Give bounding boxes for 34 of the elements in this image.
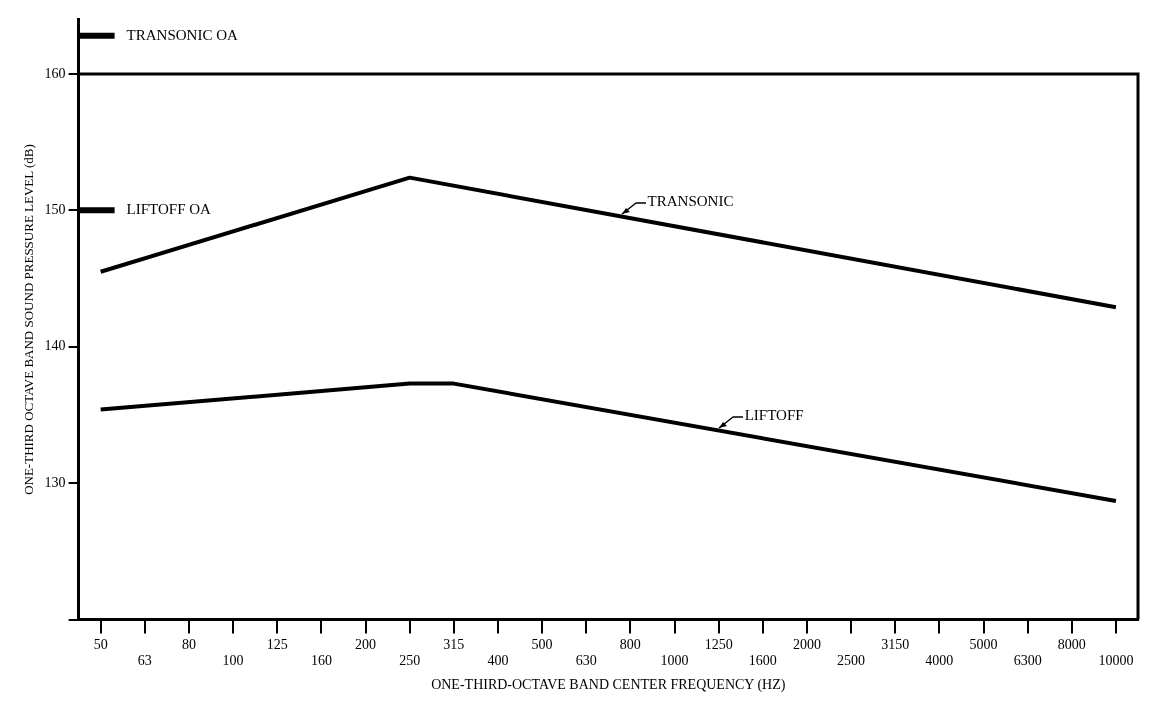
x-tick-label: 6300 (1013, 653, 1042, 669)
x-tick-label: 5000 (969, 636, 998, 652)
x-tick-label: 8000 (1057, 636, 1086, 652)
y-tick-label: 140 (44, 338, 66, 354)
x-tick-label: 100 (222, 653, 244, 669)
ref-line-label: TRANSONIC OA (126, 26, 239, 43)
x-tick-label: 250 (399, 653, 421, 669)
x-tick-label: 2000 (792, 636, 821, 652)
x-tick-label: 1250 (704, 636, 733, 652)
x-tick-label: 315 (443, 636, 465, 652)
x-tick-label: 630 (575, 653, 597, 669)
ref-line-label: LIFTOFF OA (126, 201, 212, 218)
x-axis-title: ONE-THIRD-OCTAVE BAND CENTER FREQUENCY (HZ) (431, 677, 786, 694)
y-axis-title: ONE-THIRD OCTAVE BAND SOUND PRESSURE LEVEL (dB) (21, 144, 37, 495)
x-tick-label: 80 (181, 636, 196, 652)
x-tick-label: 1000 (660, 653, 689, 669)
legend-label: LIFTOFF (744, 407, 804, 424)
x-tick-label: 800 (619, 636, 641, 652)
x-tick-label: 125 (266, 636, 288, 652)
x-tick-label: 3150 (881, 636, 910, 652)
x-tick-label: 500 (531, 636, 553, 652)
x-tick-label: 160 (310, 653, 332, 669)
y-tick-label: 130 (44, 474, 66, 490)
x-tick-label: 63 (137, 653, 152, 669)
y-tick-label: 160 (44, 65, 66, 81)
x-tick-label: 50 (93, 636, 108, 652)
x-tick-label: 4000 (925, 653, 954, 669)
x-tick-label: 10000 (1098, 653, 1134, 669)
y-tick-label: 150 (44, 202, 66, 218)
legend-label: TRANSONIC (647, 193, 734, 210)
x-tick-label: 400 (487, 653, 509, 669)
x-tick-label: 1600 (748, 653, 777, 669)
x-tick-label: 200 (355, 636, 377, 652)
x-tick-label: 2500 (837, 653, 866, 669)
